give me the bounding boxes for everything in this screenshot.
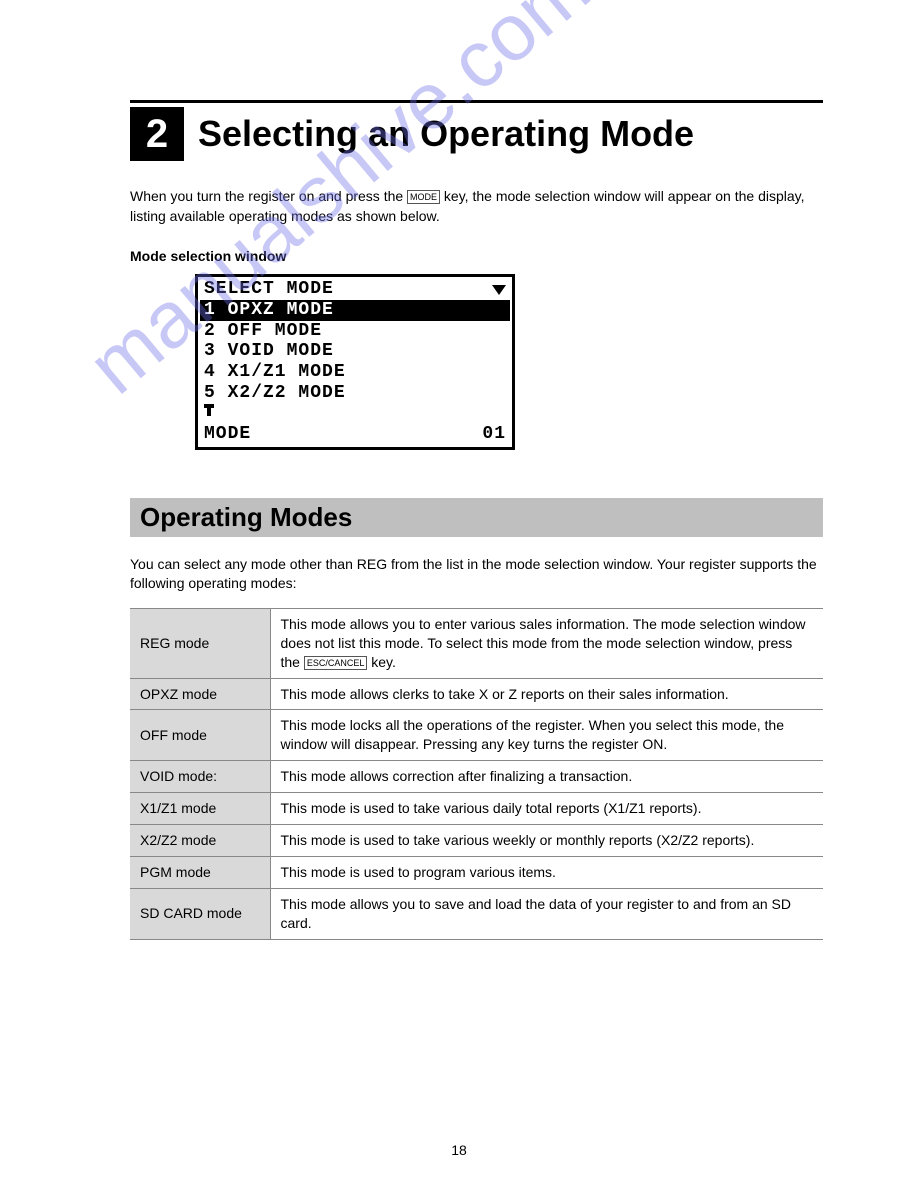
mode-key-icon: MODE	[407, 190, 440, 204]
table-row: X2/Z2 mode This mode is used to take var…	[130, 825, 823, 857]
lcd-title: SELECT MODE	[204, 279, 334, 300]
lcd-cursor-row	[204, 403, 506, 424]
lcd-row: 2 OFF MODE	[204, 321, 506, 342]
mode-desc: This mode is used to program various ite…	[270, 856, 823, 888]
section-text: You can select any mode other than REG f…	[130, 555, 823, 594]
lcd-row-selected: 1 OPXZ MODE	[200, 300, 510, 321]
mode-desc: This mode is used to take various daily …	[270, 793, 823, 825]
mode-desc: This mode allows correction after finali…	[270, 761, 823, 793]
lcd-row: 4 X1/Z1 MODE	[204, 362, 506, 383]
mode-desc: This mode allows clerks to take X or Z r…	[270, 678, 823, 710]
window-label: Mode selection window	[130, 248, 823, 264]
chapter-number: 2	[146, 112, 168, 157]
mode-desc: This mode locks all the operations of th…	[270, 710, 823, 761]
scroll-down-icon	[492, 285, 506, 295]
chapter-rule	[130, 100, 823, 103]
table-row: SD CARD mode This mode allows you to sav…	[130, 888, 823, 939]
intro-paragraph: When you turn the register on and press …	[130, 187, 823, 226]
section-heading: Operating Modes	[130, 498, 823, 537]
lcd-footer-right: 01	[482, 424, 506, 445]
mode-desc: This mode allows you to save and load th…	[270, 888, 823, 939]
desc-text: key.	[367, 654, 396, 670]
table-row: VOID mode: This mode allows correction a…	[130, 761, 823, 793]
mode-desc: This mode allows you to enter various sa…	[270, 608, 823, 678]
chapter-number-box: 2	[130, 107, 184, 161]
mode-name: OPXZ mode	[130, 678, 270, 710]
table-row: X1/Z1 mode This mode is used to take var…	[130, 793, 823, 825]
esc-cancel-key-icon: ESC/CANCEL	[304, 656, 368, 670]
table-row: OPXZ mode This mode allows clerks to tak…	[130, 678, 823, 710]
mode-name: SD CARD mode	[130, 888, 270, 939]
modes-table: REG mode This mode allows you to enter v…	[130, 608, 823, 940]
lcd-screen: SELECT MODE 1 OPXZ MODE 2 OFF MODE 3 VOI…	[195, 274, 515, 450]
intro-text-1: When you turn the register on and press …	[130, 188, 407, 204]
mode-name: PGM mode	[130, 856, 270, 888]
mode-name: REG mode	[130, 608, 270, 678]
table-row: PGM mode This mode is used to program va…	[130, 856, 823, 888]
lcd-row: 3 VOID MODE	[204, 341, 506, 362]
mode-name: X2/Z2 mode	[130, 825, 270, 857]
cursor-icon	[204, 403, 214, 417]
chapter-title: Selecting an Operating Mode	[198, 113, 694, 155]
lcd-footer-left: MODE	[204, 424, 251, 445]
mode-name: OFF mode	[130, 710, 270, 761]
table-row: REG mode This mode allows you to enter v…	[130, 608, 823, 678]
mode-desc: This mode is used to take various weekly…	[270, 825, 823, 857]
chapter-header: 2 Selecting an Operating Mode	[130, 107, 823, 161]
page-number: 18	[0, 1142, 918, 1158]
mode-name: X1/Z1 mode	[130, 793, 270, 825]
mode-name: VOID mode:	[130, 761, 270, 793]
lcd-row: 5 X2/Z2 MODE	[204, 383, 506, 404]
table-row: OFF mode This mode locks all the operati…	[130, 710, 823, 761]
